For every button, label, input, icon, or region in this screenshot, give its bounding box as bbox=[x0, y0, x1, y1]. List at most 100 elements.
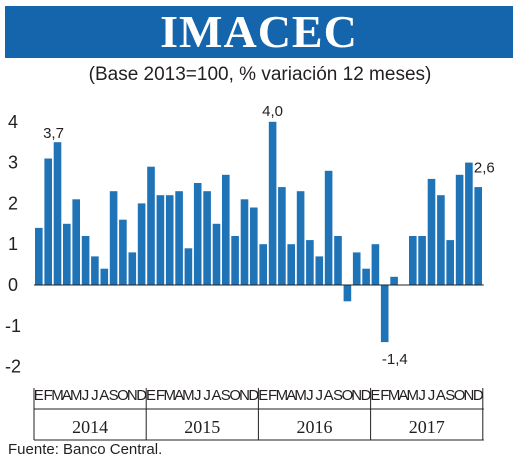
month-label: A bbox=[62, 387, 72, 404]
month-label: N bbox=[127, 387, 138, 404]
bar bbox=[343, 285, 352, 302]
month-label: D bbox=[473, 387, 484, 404]
year-label: 2014 bbox=[72, 417, 108, 437]
y-axis: 4 3 2 1 0 -1 -2 bbox=[5, 112, 21, 377]
month-label: S bbox=[221, 387, 231, 404]
bar bbox=[193, 183, 202, 285]
bar bbox=[128, 252, 137, 285]
bar bbox=[81, 236, 90, 285]
bar bbox=[203, 191, 211, 285]
bar bbox=[63, 223, 71, 285]
bar bbox=[287, 244, 295, 285]
month-label: O bbox=[342, 387, 354, 404]
month-label: N bbox=[463, 387, 474, 404]
y-tick-label: -1 bbox=[5, 316, 21, 336]
bar bbox=[465, 162, 473, 285]
month-label: J bbox=[91, 387, 99, 404]
month-label: J bbox=[428, 387, 436, 404]
bar bbox=[53, 142, 62, 285]
bar bbox=[91, 256, 99, 285]
bar bbox=[119, 219, 127, 285]
bar bbox=[455, 174, 464, 285]
month-label: F bbox=[44, 387, 53, 404]
month-label: M bbox=[70, 387, 83, 404]
data-labels: 3,7 4,0 -1,4 2,6 bbox=[43, 103, 495, 368]
month-label: S bbox=[109, 387, 119, 404]
bar bbox=[306, 240, 314, 285]
data-label: 3,7 bbox=[43, 125, 64, 142]
y-tick-label: 0 bbox=[8, 275, 18, 295]
chart-title: IMACEC bbox=[160, 6, 358, 57]
bar bbox=[100, 268, 109, 285]
bar bbox=[437, 195, 445, 285]
data-label: 4,0 bbox=[262, 103, 283, 120]
title-banner: IMACEC bbox=[5, 6, 513, 58]
month-label: E bbox=[34, 387, 44, 404]
source-note: Fuente: Banco Central. bbox=[8, 441, 163, 458]
year-label: 2015 bbox=[184, 417, 220, 437]
month-label: S bbox=[445, 387, 455, 404]
data-label: 2,6 bbox=[474, 160, 495, 177]
month-label: A bbox=[286, 387, 296, 404]
month-label: O bbox=[117, 387, 129, 404]
bar bbox=[315, 256, 324, 285]
bar bbox=[362, 268, 370, 285]
year-label: 2017 bbox=[409, 417, 445, 437]
month-label: M bbox=[407, 387, 420, 404]
month-label: M bbox=[276, 387, 289, 404]
month-label: A bbox=[324, 387, 334, 404]
bar bbox=[222, 174, 230, 285]
month-label: J bbox=[203, 387, 211, 404]
bar bbox=[109, 191, 118, 285]
month-label: N bbox=[239, 387, 250, 404]
y-tick-label: 1 bbox=[8, 234, 18, 254]
bar bbox=[268, 121, 277, 285]
year-label: 2016 bbox=[297, 417, 333, 437]
bar bbox=[371, 244, 380, 285]
bar bbox=[409, 236, 417, 285]
month-label: E bbox=[146, 387, 156, 404]
bar bbox=[184, 248, 193, 285]
y-tick-label: 3 bbox=[8, 153, 18, 173]
y-tick-label: 4 bbox=[8, 112, 18, 132]
month-label: E bbox=[370, 387, 380, 404]
y-tick-label: 2 bbox=[8, 193, 18, 213]
month-label: D bbox=[136, 387, 147, 404]
bar bbox=[137, 203, 146, 285]
month-label: J bbox=[82, 387, 90, 404]
month-label: J bbox=[306, 387, 314, 404]
month-label: A bbox=[174, 387, 184, 404]
month-label: A bbox=[99, 387, 109, 404]
bar bbox=[427, 178, 436, 285]
bar bbox=[296, 191, 305, 285]
month-label: J bbox=[316, 387, 324, 404]
month-label: J bbox=[418, 387, 426, 404]
month-label: M bbox=[163, 387, 176, 404]
bar bbox=[231, 236, 239, 285]
month-label: A bbox=[436, 387, 446, 404]
month-label: M bbox=[182, 387, 195, 404]
month-label: O bbox=[229, 387, 241, 404]
month-label: F bbox=[156, 387, 165, 404]
data-label: -1,4 bbox=[382, 351, 408, 368]
bar bbox=[334, 236, 342, 285]
month-label: D bbox=[361, 387, 372, 404]
bar bbox=[474, 187, 482, 285]
bar bbox=[250, 207, 258, 285]
month-label: D bbox=[248, 387, 259, 404]
bar bbox=[259, 244, 267, 285]
bar bbox=[175, 191, 183, 285]
bar-series bbox=[35, 121, 482, 343]
month-label: F bbox=[380, 387, 389, 404]
bar bbox=[72, 199, 80, 285]
month-label: A bbox=[211, 387, 221, 404]
month-label: M bbox=[51, 387, 64, 404]
y-tick-label: -2 bbox=[5, 357, 21, 377]
month-label: M bbox=[294, 387, 307, 404]
bar bbox=[240, 199, 249, 285]
month-label: A bbox=[398, 387, 408, 404]
bar bbox=[147, 166, 155, 285]
month-label: N bbox=[351, 387, 362, 404]
